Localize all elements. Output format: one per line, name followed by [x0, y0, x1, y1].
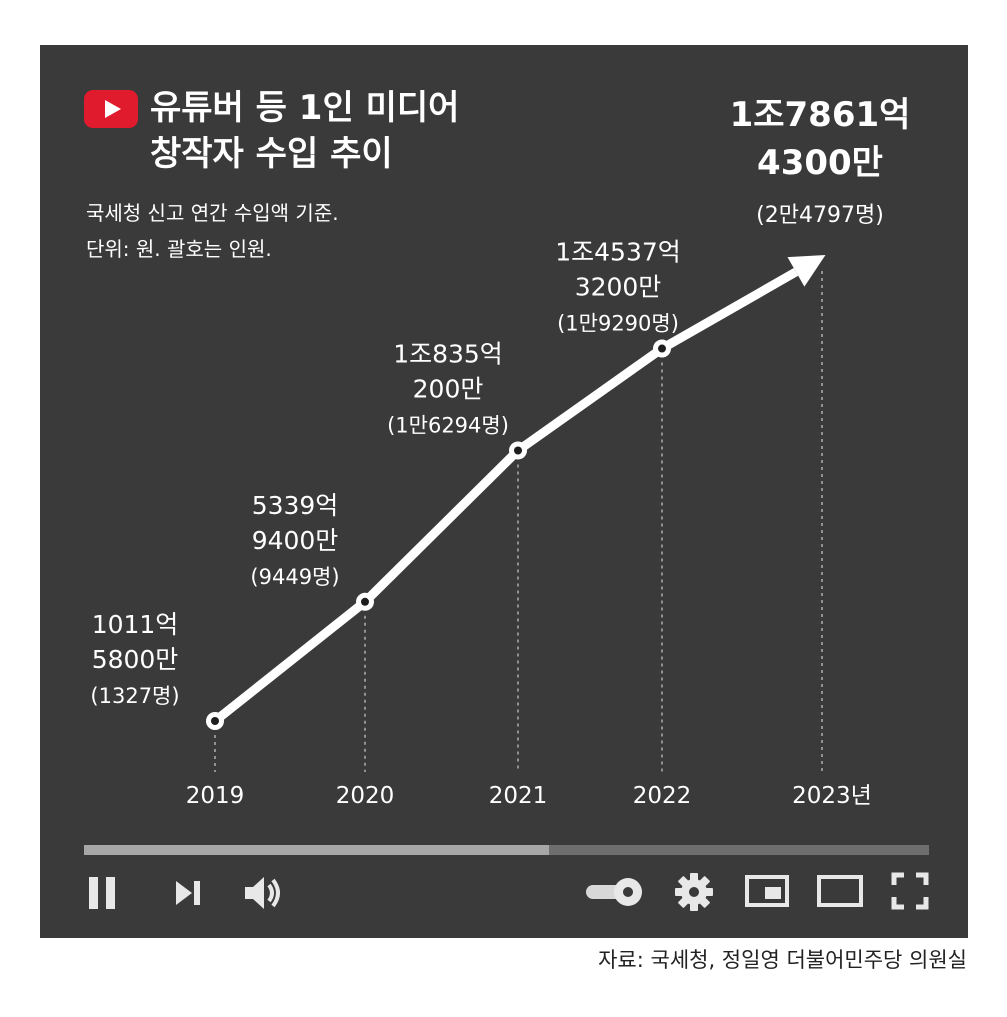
value-label-2023년-0: 1조7861억: [730, 95, 911, 135]
x-tick-label-4: 2023년: [792, 783, 872, 809]
data-point-center-2019: [211, 717, 219, 725]
x-tick-label-1: 2020: [336, 783, 395, 809]
gear-icon[interactable]: [674, 872, 714, 912]
fullscreen-icon[interactable]: [891, 872, 929, 910]
value-label-2019-1: 5800만: [92, 645, 179, 674]
autoplay-toggle-icon[interactable]: [584, 875, 646, 909]
source-note: 자료: 국세청, 정일영 더불어민주당 의원실: [598, 948, 967, 972]
value-label-2020-2: (9449명): [250, 565, 339, 589]
youtube-play-icon: [84, 90, 138, 128]
value-label-2021-0: 1조835억: [393, 339, 503, 368]
chart-subtitle-line-1: 국세청 신고 연간 수입액 기준.: [86, 201, 339, 225]
volume-icon[interactable]: [242, 874, 284, 912]
chart-title-line-1: 유튜버 등 1인 미디어: [150, 88, 460, 128]
pause-icon[interactable]: [86, 875, 120, 911]
value-label-2022-1: 3200만: [575, 273, 662, 302]
data-point-center-2021: [514, 446, 522, 455]
miniplayer-icon[interactable]: [745, 875, 789, 907]
chart-subtitle-line-2: 단위: 원. 괄호는 인원.: [86, 237, 272, 261]
theater-mode-icon[interactable]: [817, 875, 863, 907]
series-arrow-head: [787, 255, 826, 287]
video-progress-fill: [84, 845, 549, 855]
value-label-2020-0: 5339억: [252, 491, 339, 520]
value-label-2022-2: (1만9290명): [557, 312, 679, 336]
value-label-2022-0: 1조4537억: [555, 238, 681, 267]
value-label-2020-1: 9400만: [252, 526, 339, 555]
data-point-center-2022: [658, 344, 666, 353]
value-label-2019-2: (1327명): [90, 684, 179, 708]
value-label-2023년-2: (2만4797명): [756, 203, 884, 228]
value-label-2023년-1: 4300만: [757, 143, 883, 183]
value-label-2019-0: 1011억: [92, 610, 179, 639]
value-label-2021-1: 200만: [413, 374, 484, 403]
video-player-panel: [40, 45, 968, 938]
video-progress-bar[interactable]: [84, 845, 929, 855]
chart-title-line-2: 창작자 수입 추이: [150, 134, 393, 174]
x-tick-label-3: 2022: [633, 783, 692, 809]
x-tick-label-2: 2021: [489, 783, 548, 809]
x-tick-label-0: 2019: [186, 783, 245, 809]
data-point-center-2020: [361, 597, 369, 606]
skip-next-icon[interactable]: [172, 878, 204, 908]
value-label-2021-2: (1만6294명): [387, 413, 509, 437]
